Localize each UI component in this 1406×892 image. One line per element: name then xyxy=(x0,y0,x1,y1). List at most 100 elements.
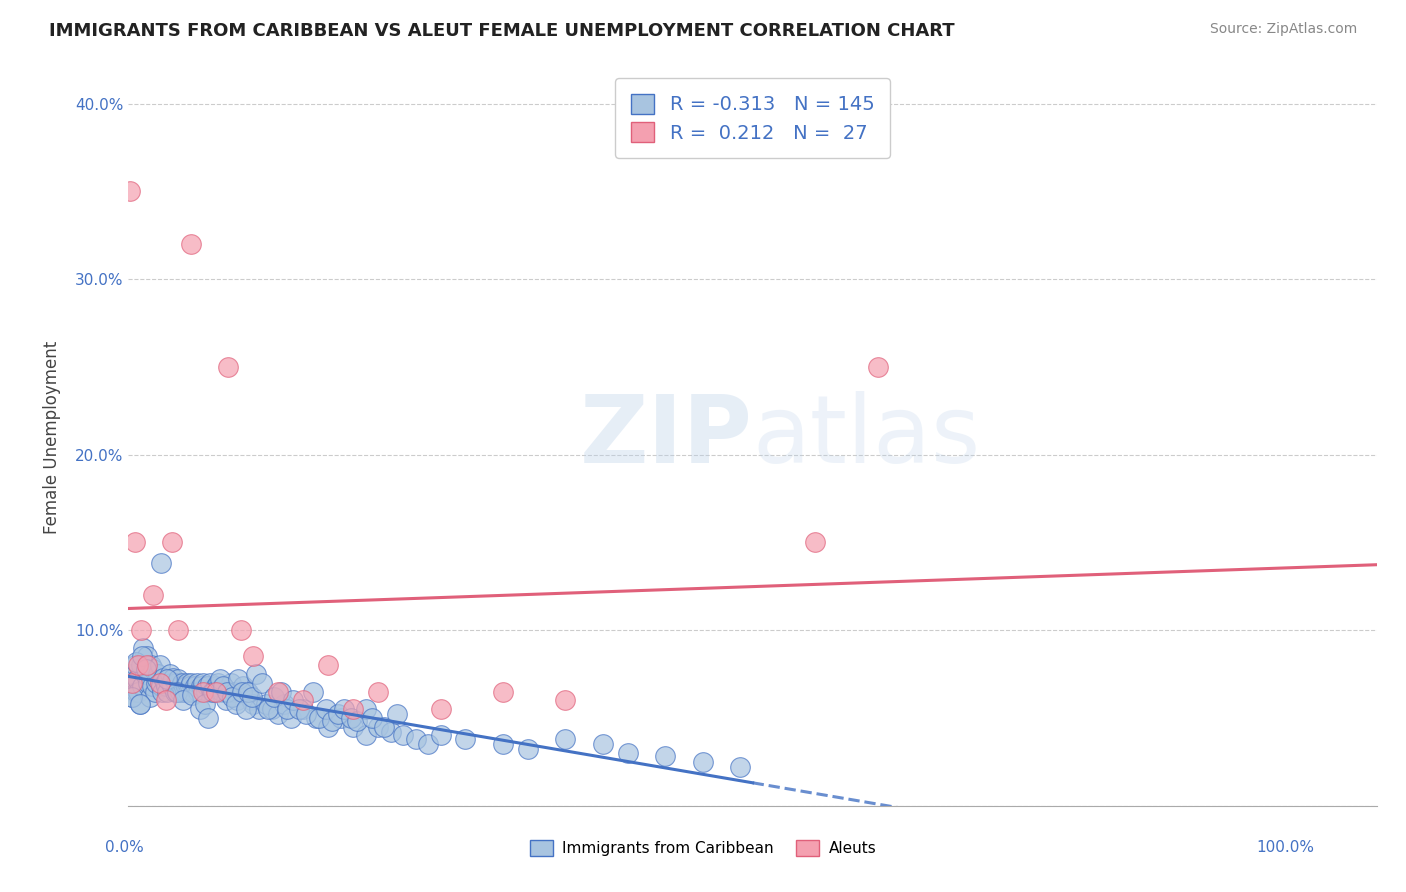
Point xyxy=(385,707,408,722)
Point xyxy=(155,693,177,707)
Point xyxy=(305,711,328,725)
Point xyxy=(150,684,173,698)
Point xyxy=(177,684,200,698)
Point xyxy=(592,737,614,751)
Point xyxy=(276,702,298,716)
Point xyxy=(692,755,714,769)
Point xyxy=(172,693,194,707)
Point xyxy=(804,535,827,549)
Point xyxy=(267,684,290,698)
Point xyxy=(346,714,368,729)
Point xyxy=(131,679,153,693)
Point xyxy=(333,702,356,716)
Point xyxy=(129,623,152,637)
Point xyxy=(416,737,439,751)
Point xyxy=(142,588,165,602)
Point xyxy=(245,667,267,681)
Point xyxy=(208,673,231,687)
Point xyxy=(242,697,264,711)
Point xyxy=(142,662,165,676)
Point xyxy=(308,711,330,725)
Point xyxy=(198,675,221,690)
Point xyxy=(136,658,159,673)
Point xyxy=(172,684,194,698)
Point xyxy=(257,702,280,716)
Point xyxy=(226,693,249,707)
Point xyxy=(492,737,515,751)
Point xyxy=(242,649,264,664)
Point xyxy=(180,237,202,252)
Point xyxy=(118,185,141,199)
Point xyxy=(159,675,181,690)
Point xyxy=(728,760,751,774)
Point xyxy=(240,690,263,704)
Point xyxy=(138,675,160,690)
Point xyxy=(294,707,316,722)
Point xyxy=(131,649,153,664)
Point xyxy=(165,675,187,690)
Point xyxy=(135,662,157,676)
Point xyxy=(221,690,243,704)
Point xyxy=(169,684,191,698)
Point xyxy=(342,702,364,716)
Point xyxy=(193,684,215,698)
Point xyxy=(292,693,315,707)
Point xyxy=(149,658,172,673)
Point xyxy=(207,675,229,690)
Point xyxy=(193,675,215,690)
Point xyxy=(354,702,377,716)
Point xyxy=(166,684,188,698)
Point xyxy=(260,702,283,716)
Point xyxy=(292,702,315,716)
Point xyxy=(183,679,205,693)
Point xyxy=(180,675,202,690)
Point xyxy=(270,684,292,698)
Point xyxy=(160,679,183,693)
Point xyxy=(326,707,349,722)
Point xyxy=(249,702,271,716)
Point xyxy=(231,684,253,698)
Point xyxy=(128,697,150,711)
Point xyxy=(143,684,166,698)
Point xyxy=(238,684,260,698)
Point xyxy=(135,662,157,676)
Point xyxy=(120,667,142,681)
Point xyxy=(354,728,377,742)
Point xyxy=(181,688,204,702)
Point xyxy=(232,679,254,693)
Point xyxy=(162,671,184,685)
Point xyxy=(554,731,576,746)
Point xyxy=(157,673,180,687)
Point xyxy=(226,673,249,687)
Point xyxy=(316,658,339,673)
Point xyxy=(125,684,148,698)
Point xyxy=(122,679,145,693)
Point xyxy=(152,671,174,685)
Point xyxy=(146,673,169,687)
Point xyxy=(380,725,402,739)
Point xyxy=(174,679,197,693)
Text: Source: ZipAtlas.com: Source: ZipAtlas.com xyxy=(1209,22,1357,37)
Point xyxy=(188,702,211,716)
Point xyxy=(321,714,343,729)
Point xyxy=(138,690,160,704)
Point xyxy=(617,746,640,760)
Point xyxy=(373,720,395,734)
Point xyxy=(128,697,150,711)
Point xyxy=(217,684,239,698)
Point xyxy=(215,693,238,707)
Point xyxy=(197,711,219,725)
Point xyxy=(429,728,451,742)
Point xyxy=(212,679,235,693)
Point xyxy=(367,720,389,734)
Point xyxy=(156,684,179,698)
Point xyxy=(173,684,195,698)
Point xyxy=(429,702,451,716)
Point xyxy=(283,693,305,707)
Point xyxy=(229,684,252,698)
Point xyxy=(118,675,141,690)
Point xyxy=(866,359,889,374)
Point xyxy=(124,535,146,549)
Point xyxy=(280,711,302,725)
Point xyxy=(392,728,415,742)
